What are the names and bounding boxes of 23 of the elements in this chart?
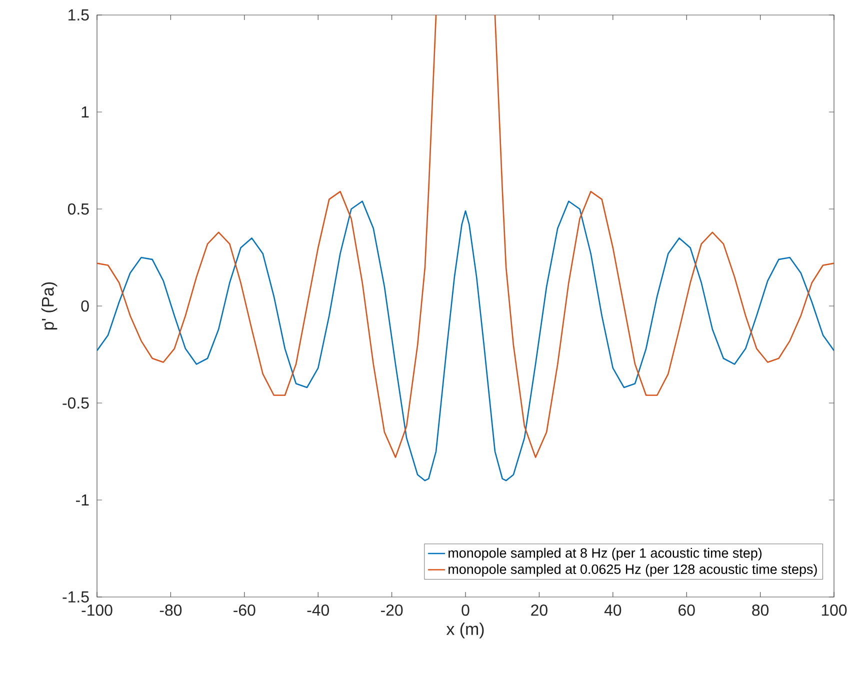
y-tick-label: -1	[76, 494, 89, 506]
y-tick-label: 0	[81, 300, 89, 312]
y-tick-label: -0.5	[62, 397, 89, 409]
x-axis-title: x (m)	[446, 622, 484, 638]
x-tick-label: -60	[234, 604, 256, 616]
y-tick-label: 1.5	[68, 9, 89, 21]
x-tick-label: -40	[307, 604, 329, 616]
x-tick-label: -80	[160, 604, 182, 616]
x-tick-label: 0	[462, 604, 470, 616]
x-tick-label: 100	[822, 604, 847, 616]
y-tick-label: -1.5	[62, 591, 89, 603]
y-tick-label: 0.5	[68, 203, 89, 215]
x-tick-label: 60	[678, 604, 695, 616]
legend-label: monopole sampled at 0.0625 Hz (per 128 acoustic time steps)	[448, 564, 817, 577]
line-series	[97, 200, 834, 482]
legend-label: monopole sampled at 8 Hz (per 1 acoustic time step)	[448, 548, 762, 560]
x-tick-label: 80	[752, 604, 769, 616]
y-axis-title: p' (Pa)	[41, 282, 58, 330]
x-tick-label: -100	[82, 604, 112, 616]
x-tick-label: 20	[531, 604, 548, 616]
y-tick-label: 1	[82, 106, 89, 118]
x-tick-label: -20	[380, 604, 403, 616]
x-tick-label: 40	[604, 604, 622, 616]
